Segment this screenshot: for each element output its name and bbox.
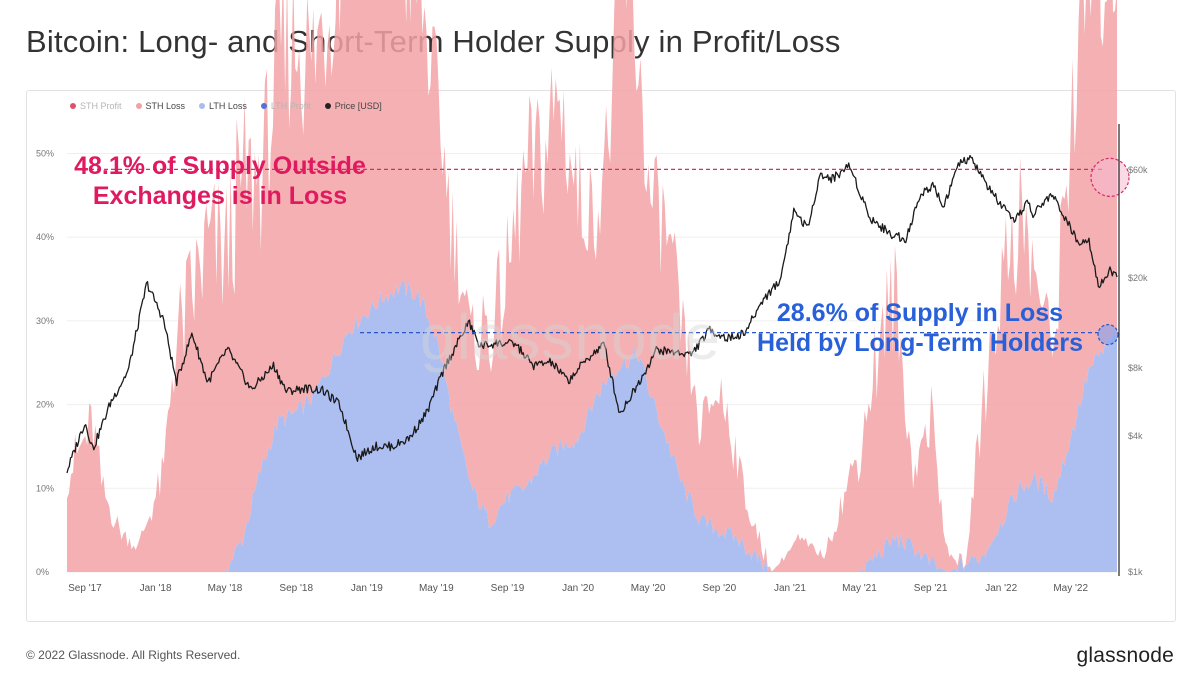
x-tick-label: May '18	[208, 583, 243, 594]
legend-dot-icon	[260, 103, 267, 109]
x-tick-label: May '22	[1053, 583, 1088, 594]
x-tick-label: Jan '20	[562, 583, 594, 594]
annotation-red-line2: Exchanges is in Loss	[92, 182, 348, 210]
legend-label: Price [USD]	[334, 101, 382, 111]
legend-dot-icon	[70, 103, 76, 109]
chart-legend: STH Profit STH Loss LTH Loss LTH Profit Pric…	[70, 101, 382, 111]
legend-item[interactable]: LTH Loss	[199, 101, 247, 111]
x-tick-label: Jan '19	[351, 583, 383, 594]
x-tick-label: May '19	[419, 583, 454, 594]
x-tick-label: Sep '18	[279, 583, 313, 594]
copyright-text: © 2022 Glassnode. All Rights Reserved.	[26, 648, 241, 662]
x-tick-label: Sep '17	[68, 583, 102, 594]
annotation-red-line1: 48.1% of Supply Outside	[74, 152, 366, 180]
legend-label: STH Profit	[80, 101, 122, 111]
x-tick-label: Sep '20	[703, 583, 737, 594]
glassnode-logo[interactable]: glassnode	[1076, 644, 1174, 667]
y-left-tick-label: 0%	[36, 567, 49, 577]
y-right-tick-label: $4k	[1128, 431, 1143, 441]
blue-highlight-circle	[1097, 324, 1119, 346]
annotation-blue-line1: 28.6% of Supply in Loss	[776, 299, 1064, 327]
legend-label: LTH Loss	[209, 101, 247, 111]
legend-item[interactable]: STH Profit	[70, 101, 122, 111]
y-right-tick-label: $60k	[1128, 165, 1148, 175]
legend-item[interactable]: Price [USD]	[324, 101, 382, 111]
legend-label: STH Loss	[145, 101, 186, 111]
y-left-tick-label: 20%	[36, 400, 54, 410]
y-left-tick-label: 10%	[36, 483, 54, 493]
y-right-tick-label: $20k	[1128, 273, 1148, 283]
legend-label: LTH Profit	[270, 101, 311, 111]
annotation-blue: 28.6% of Supply in Loss Held by Long-Ter…	[745, 298, 1095, 358]
y-left-tick-label: 50%	[36, 148, 54, 158]
x-tick-label: May '21	[842, 583, 877, 594]
red-highlight-circle	[1090, 157, 1130, 197]
x-tick-label: Jan '18	[140, 583, 172, 594]
annotation-red: 48.1% of Supply Outside Exchanges is in …	[60, 151, 380, 211]
sth-loss-area	[67, 0, 1117, 572]
area-series	[67, 0, 1117, 572]
price-series	[66, 154, 1118, 474]
axes: 0% 10% 20% 30% 40% 50% $1k $4k $8k $20k $60k Sep '1…	[36, 124, 1148, 594]
x-tick-label: May '20	[631, 583, 666, 594]
legend-dot-icon	[199, 103, 206, 109]
annotation-blue-line2: Held by Long-Term Holders	[757, 329, 1083, 357]
x-tick-label: Sep '19	[491, 583, 525, 594]
y-right-tick-label: $1k	[1128, 567, 1143, 577]
price-line	[66, 154, 1118, 474]
lth-loss-area	[67, 280, 1117, 572]
legend-item[interactable]: STH Loss	[135, 101, 186, 111]
x-tick-label: Jan '21	[774, 583, 806, 594]
y-left-tick-label: 40%	[36, 232, 54, 242]
x-tick-label: Sep '21	[914, 583, 948, 594]
x-tick-label: Jan '22	[985, 583, 1017, 594]
y-left-tick-label: 30%	[36, 316, 54, 326]
legend-dot-icon	[324, 103, 331, 109]
watermark: glassnode	[420, 301, 721, 373]
legend-item[interactable]: LTH Profit	[260, 101, 311, 111]
y-right-tick-label: $8k	[1128, 363, 1143, 373]
legend-dot-icon	[135, 103, 142, 109]
